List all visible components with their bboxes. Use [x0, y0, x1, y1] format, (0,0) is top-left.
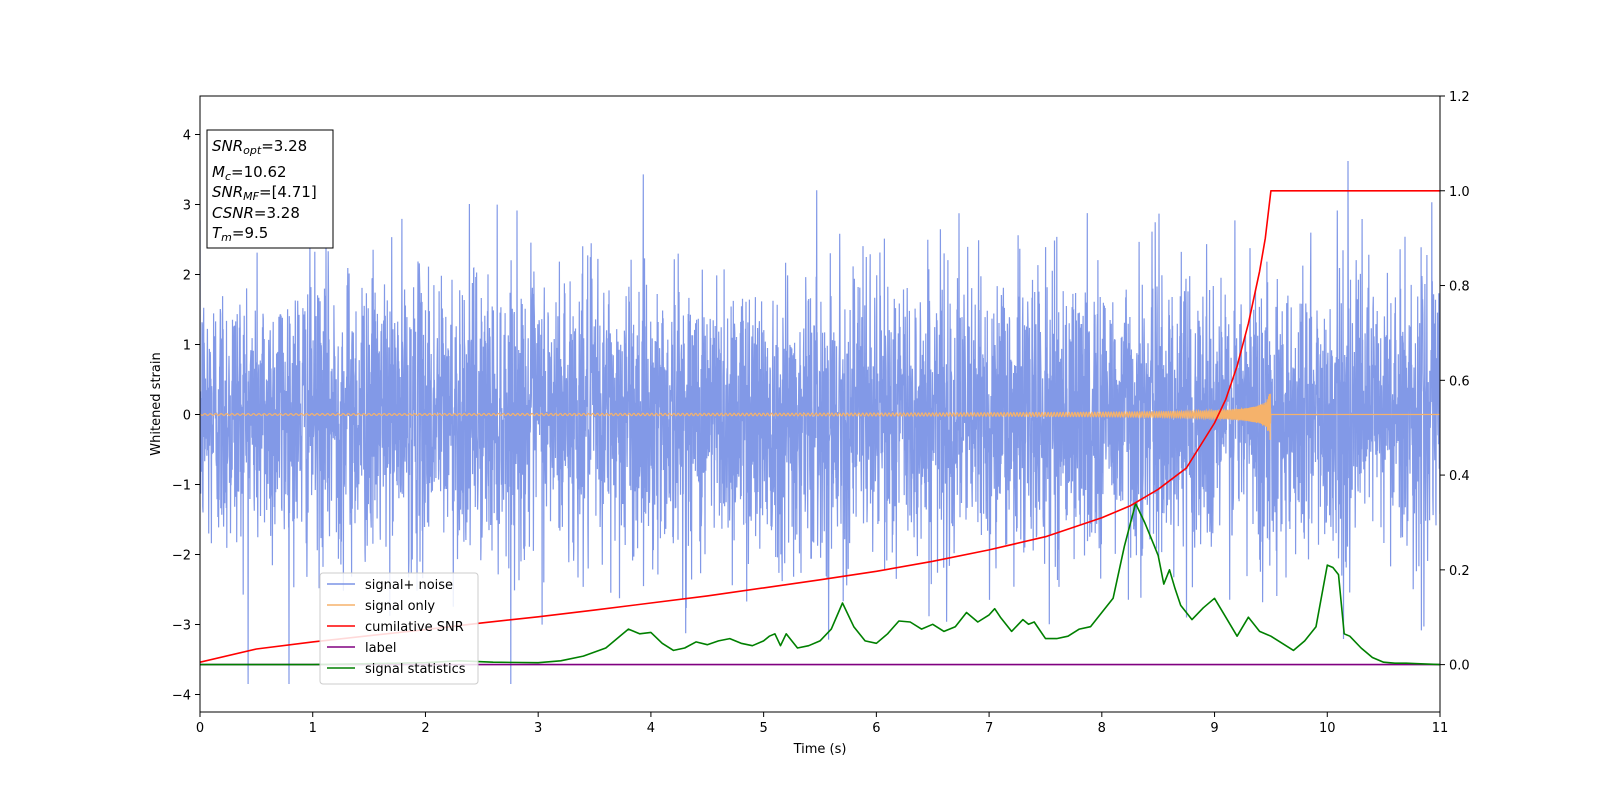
info-snr-opt-label: SNR [212, 137, 243, 155]
x-tick-label: 5 [759, 721, 767, 736]
info-csnr-label: CSNR [212, 204, 254, 222]
legend-label-label: label [365, 641, 396, 656]
info-tm: Tm=9.5 [212, 224, 268, 244]
y2-tick-label: 0.6 [1449, 374, 1470, 389]
y2-tick-label: 0.2 [1449, 564, 1470, 579]
y-tick-label: −2 [172, 549, 191, 564]
axes-layer: 0 1 2 3 4 5 6 7 8 9 10 11 −4 −3 −2 −1 0 1 2 3 4 0.0 0.2 0.4 0.6 0… [172, 90, 1470, 736]
info-snr-opt-value: =3.28 [261, 137, 307, 155]
y2-tick-label: 1.0 [1449, 185, 1470, 200]
y-axis-label: Whitened strain [149, 352, 164, 455]
x-tick-label: 2 [421, 721, 429, 736]
y-tick-label: −3 [172, 619, 191, 634]
legend: signal+ noise signal only cumilative SNR… [319, 572, 479, 685]
info-snr-mf-sub: MF [243, 190, 259, 203]
legend-label-cumulative-snr: cumilative SNR [365, 620, 464, 635]
info-csnr: CSNR=3.28 [212, 204, 300, 222]
series-signal-noise [200, 160, 1440, 685]
x-tick-label: 1 [309, 721, 317, 736]
info-box-frame [206, 129, 334, 249]
x-tick-label: 7 [985, 721, 993, 736]
info-tm-value: =9.5 [232, 224, 268, 242]
x-tick-label: 9 [1210, 721, 1218, 736]
info-mc: Mc=10.62 [212, 163, 287, 183]
x-tick-label: 4 [647, 721, 655, 736]
info-csnr-value: =3.28 [254, 204, 300, 222]
info-snr-opt: SNRopt=3.28 [212, 137, 307, 157]
info-mc-sub: c [225, 170, 231, 183]
y-tick-label: 1 [183, 339, 191, 354]
x-tick-label: 3 [534, 721, 542, 736]
info-mc-value: =10.62 [231, 163, 287, 181]
info-snr-opt-sub: opt [243, 144, 262, 157]
legend-label-signal-statistics: signal statistics [365, 662, 466, 677]
x-tick-label: 11 [1432, 721, 1449, 736]
info-tm-label: T [212, 224, 223, 242]
y2-tick-label: 0.0 [1449, 659, 1470, 674]
info-snr-mf-label: SNR [212, 183, 243, 201]
info-box: SNRopt=3.28 Mc=10.62 SNRMF=[4.71] CSNR=3… [206, 129, 334, 249]
x-tick-label: 8 [1098, 721, 1106, 736]
legend-label-signal-only: signal only [365, 599, 435, 614]
legend-label-signal-noise: signal+ noise [365, 578, 453, 593]
info-snr-mf-value: =[4.71] [259, 183, 317, 201]
y-tick-label: 2 [183, 269, 191, 284]
info-mc-label: M [212, 163, 225, 181]
series-signal-statistics [200, 502, 1440, 666]
x-tick-label: 0 [196, 721, 204, 736]
x-axis-label: Time (s) [793, 742, 847, 757]
y2-tick-label: 0.4 [1449, 469, 1470, 484]
y-tick-label: 0 [183, 409, 191, 424]
y2-tick-label: 0.8 [1449, 280, 1470, 295]
plot-frame [199, 95, 1441, 713]
info-snr-mf: SNRMF=[4.71] [212, 183, 317, 203]
legend-frame [319, 572, 479, 685]
series-signal-only [200, 393, 1440, 440]
x-tick-label: 10 [1319, 721, 1336, 736]
y-tick-label: −4 [172, 689, 191, 704]
info-tm-sub: m [221, 231, 232, 244]
y-tick-label: −1 [172, 479, 191, 494]
y2-tick-label: 1.2 [1449, 90, 1470, 105]
y-tick-label: 3 [183, 199, 191, 214]
y-tick-label: 4 [183, 129, 191, 144]
x-tick-label: 6 [872, 721, 880, 736]
